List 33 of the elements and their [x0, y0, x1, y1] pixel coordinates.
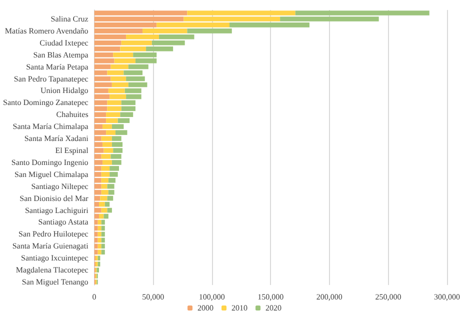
y-tick-label: Santa María Guienagati [12, 242, 90, 251]
x-tick-label: 50,000 [142, 292, 164, 302]
y-tick-label: Santiago Niltepec [31, 182, 89, 191]
y-tick-label: Matías Romero Avendaño [4, 26, 88, 36]
y-tick-label: San Miguel Chimalapa [14, 170, 89, 179]
x-tick-label: 0 [92, 292, 96, 302]
legend-label: 2010 [232, 304, 248, 312]
y-tick-label: Santa María Chimalapa [12, 122, 89, 132]
y-tick-label: Santo Domingo Zanatepec [2, 98, 89, 108]
legend-label: 2000 [198, 304, 214, 312]
y-tick-label: Ciudad Ixtepec [40, 38, 89, 48]
y-tick-label: Santa María Xadani [24, 134, 90, 144]
x-tick-label: 200,000 [316, 292, 342, 302]
x-tick-label: 300,000 [434, 292, 460, 302]
y-tick-label: San Pedro Tapanatepec [14, 74, 89, 84]
y-tick-label: Santo Domingo Ingenio [11, 158, 88, 167]
y-tick-label: San Miguel Tenango [22, 278, 88, 287]
y-tick-label: Magdalena Tlacotepec [16, 266, 89, 275]
y-tick-label: Salina Cruz [50, 14, 89, 24]
y-tick-label: Santa María Petapa [26, 62, 89, 72]
y-tick-label: Chahuites [56, 110, 88, 120]
x-tick-label: 250,000 [375, 292, 402, 302]
legend-label: 2020 [266, 304, 282, 312]
y-tick-label: Santiago Lachiguiri [24, 206, 90, 215]
y-tick-label: Santiago Ixcuintepec [20, 254, 89, 263]
y-tick-label: Union Hidalgo [40, 86, 88, 96]
x-tick-label: 150,000 [258, 292, 284, 302]
y-tick-label: San Blas Atempa [33, 50, 89, 60]
x-tick-label: 100,000 [198, 292, 225, 302]
y-tick-label: El Espinal [55, 146, 90, 155]
y-tick-label: San Pedro Huilotepec [18, 230, 89, 239]
y-tick-label: Santiago Astata [38, 218, 89, 227]
y-tick-label: San Dionisio del Mar [20, 194, 89, 203]
